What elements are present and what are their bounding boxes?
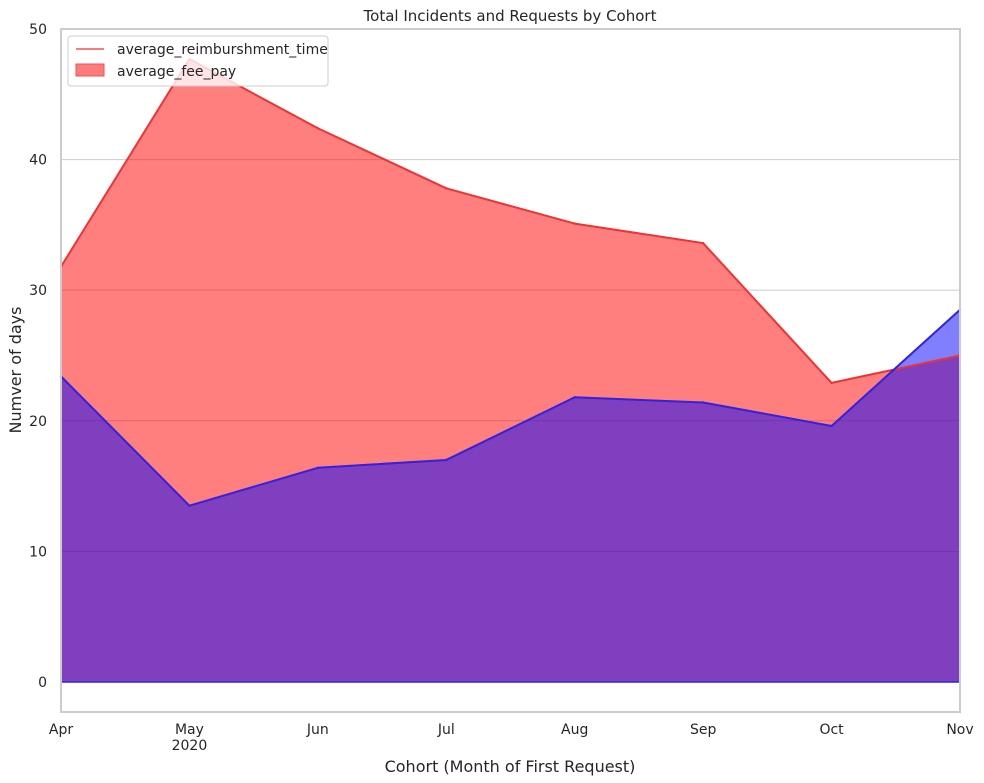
x-axis-title: Cohort (Month of First Request) <box>385 757 636 776</box>
y-tick-label: 20 <box>29 414 47 430</box>
data-point-average_fee_pay <box>316 466 320 469</box>
x-tick-label: Sep <box>690 722 717 738</box>
x-tick-label: Jun <box>306 722 329 738</box>
data-point-average_fee_pay <box>573 396 576 399</box>
y-tick-label: 30 <box>29 283 47 299</box>
data-point-average_reimburshment_time <box>445 187 448 190</box>
chart-title: Total Incidents and Requests by Cohort <box>363 7 657 25</box>
legend: average_reimburshment_time average_fee_p… <box>67 35 329 87</box>
y-axis-title: Numver of days <box>6 307 25 434</box>
data-point-average_reimburshment_time <box>316 127 320 130</box>
data-point-average_fee_pay <box>188 504 191 507</box>
legend-label-average-reimburshment-time: average_reimburshment_time <box>117 42 328 58</box>
y-tick-label: 50 <box>29 22 47 38</box>
y-tick-label: 0 <box>38 675 47 691</box>
data-point-average_reimburshment_time <box>701 241 705 245</box>
line-average_fee_pay <box>60 309 961 507</box>
data-point-average_reimburshment_time <box>830 381 833 385</box>
data-point-average_reimburshment_time <box>573 222 576 225</box>
data-point-average_fee_pay <box>830 424 833 428</box>
x-tick-label: Jul <box>437 722 455 738</box>
legend-box <box>67 35 329 87</box>
area-layer <box>61 59 960 682</box>
x-tick-year-label: 2020 <box>172 738 208 754</box>
data-point-average_fee_pay <box>701 401 705 404</box>
x-tick-label: Apr <box>49 722 73 738</box>
x-tick-label: Nov <box>946 722 973 738</box>
data-point-average_fee_pay <box>445 458 448 462</box>
y-tick-label: 10 <box>29 544 47 560</box>
x-tick-label: May <box>175 722 204 738</box>
y-tick-label: 40 <box>29 153 47 169</box>
x-tick-label: Aug <box>561 722 588 738</box>
legend-swatch-patch <box>75 63 105 77</box>
legend-label-average-fee-pay: average_fee_pay <box>117 64 236 80</box>
area-average_fee_pay <box>61 309 960 682</box>
plot-frame <box>60 28 961 713</box>
x-tick-label: Oct <box>819 722 844 738</box>
y-tick-labels: 0 10 20 30 40 50 <box>29 22 47 691</box>
